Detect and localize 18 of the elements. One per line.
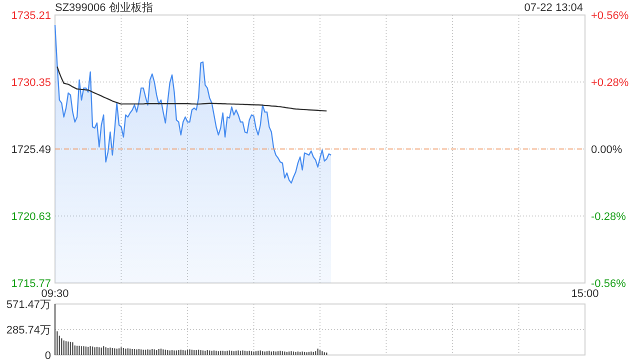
text: 07-22 13:04 bbox=[524, 2, 583, 14]
y2-tick-label: -0.28% bbox=[591, 211, 626, 223]
y-tick-label: 1725.49 bbox=[11, 144, 51, 156]
y2-tick-label: +0.56% bbox=[591, 10, 629, 22]
y-tick-label: 1720.63 bbox=[11, 211, 51, 223]
y-tick-label: 285.74万 bbox=[6, 324, 51, 336]
y-tick-label: 1715.77 bbox=[11, 278, 51, 290]
y-tick-label: 571.47万 bbox=[6, 299, 51, 311]
x-tick-label: 09:30 bbox=[41, 288, 69, 300]
y2-tick-label: 0.00% bbox=[591, 144, 622, 156]
y2-tick-label: +0.28% bbox=[591, 77, 629, 89]
y-tick-label: 1735.21 bbox=[11, 10, 51, 22]
x-tick-label: 15:00 bbox=[571, 288, 599, 300]
chart-title: SZ399006 创业板指 bbox=[55, 1, 153, 14]
line-series bbox=[56, 66, 328, 112]
y-tick-label: 0 bbox=[44, 350, 51, 360]
y2-tick-label: -0.56% bbox=[591, 278, 626, 290]
y-tick-label: 1730.35 bbox=[11, 77, 51, 89]
